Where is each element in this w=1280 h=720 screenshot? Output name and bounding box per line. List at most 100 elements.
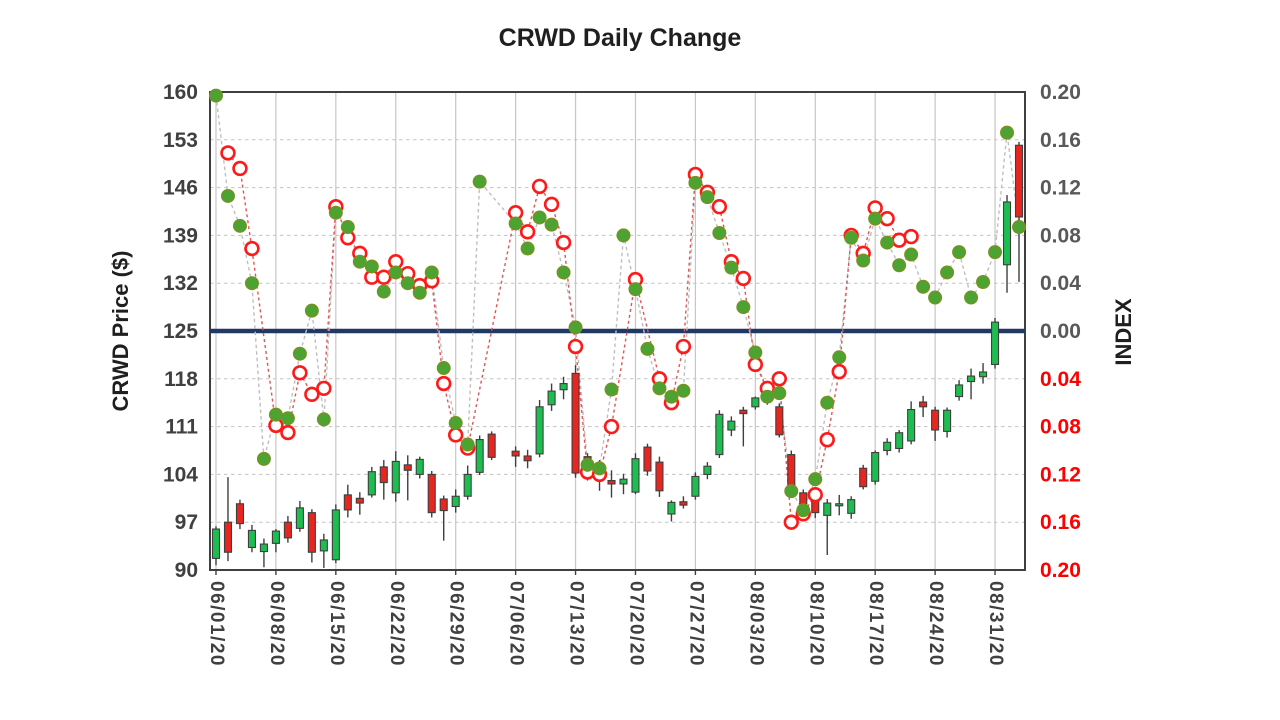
date-label: 08/10/20 [805,581,826,667]
green-index-dot [208,88,223,103]
green-index-dot [508,216,523,231]
green-index-dot [760,389,775,404]
green-index-dot [400,276,415,291]
candle-body-up [259,543,268,553]
green-index-dot [268,407,283,422]
green-index-dot [544,217,559,232]
date-label: 07/13/20 [566,581,587,667]
date-label: 06/01/20 [206,581,227,667]
price-tick-label: 146 [163,177,198,200]
green-index-dot [688,175,703,190]
candle-body-down [283,521,292,539]
green-index-dot [940,265,955,280]
green-index-dot [964,290,979,305]
date-label: 06/08/20 [266,581,287,667]
index-tick-labels: 0.20 0.16 0.12 0.08 0.04 0.00 0.04 0.08 0.12 0.16… [1040,81,1081,582]
candle-body-down [487,433,496,458]
red-index-ring [531,178,548,195]
green-index-dot [364,259,379,274]
green-index-dot [568,320,583,335]
green-index-dot [904,247,919,262]
green-index-dot [592,461,607,476]
green-index-dot [412,285,427,300]
green-index-dot [640,341,655,356]
date-label: 08/17/20 [865,581,886,667]
candle-body-up [835,503,844,507]
candle-body-up [943,409,952,432]
red-index-ring [675,338,692,355]
date-label: 07/06/20 [506,581,527,667]
candle-body-up [295,507,304,529]
candle-body-down [679,501,688,506]
index-tick-label: 0.08 [1040,416,1081,439]
green-index-dot [796,503,811,518]
candle-body-up [619,478,628,485]
red-index-ring [220,145,236,161]
green-index-dot [748,345,763,360]
index-tick-label: 0.12 [1040,463,1081,486]
green-index-dot [988,245,1003,260]
index-tick-label: 0.04 [1040,368,1081,391]
red-index-ring [903,228,919,245]
green-index-dot [736,300,751,315]
date-label: 08/31/20 [985,581,1006,667]
green-index-dot [916,279,931,294]
candle-body-down [739,409,748,415]
red-index-ring [771,371,788,387]
red-index-ring [519,224,536,240]
index-tick-label: 0.04 [1040,272,1081,295]
red-index-ring [831,363,847,380]
candle-body-down [235,503,245,525]
candle-body-up [1002,201,1012,266]
green-index-dot [460,437,475,452]
red-index-ring [879,210,895,227]
date-label: 06/22/20 [386,581,407,667]
green-index-dot [808,472,823,487]
red-index-ring [567,338,584,355]
candle-body-down [643,446,652,472]
green-index-dot [304,303,319,318]
green-index-dot [232,218,247,233]
green-index-dot [604,382,619,397]
date-label: 08/03/20 [745,581,766,667]
price-tick-label: 125 [163,320,198,343]
index-tick-label: 0.16 [1040,129,1081,152]
price-tick-labels: 160 153 146 139 132 125 118 111 104 97 90 [163,81,198,582]
candle-body-up [691,475,700,497]
index-tick-label: 0.00 [1040,320,1081,343]
red-index-ring [376,269,392,285]
date-label: 07/27/20 [685,581,706,667]
green-index-dot [628,282,643,297]
red-index-ring [603,418,620,435]
green-index-dot [976,275,991,290]
date-label: 07/20/20 [626,581,647,667]
candle-body-down [355,497,364,504]
green-index-dot [388,265,403,280]
green-index-dot [712,226,727,241]
candle-body-up [247,529,256,549]
candle-body-down [919,401,928,408]
date-label: 06/15/20 [326,581,347,667]
candle-body-up [871,451,880,482]
candle-body-down [523,455,532,462]
green-index-dot [868,211,883,226]
green-index-dot [520,241,535,256]
candle-body-up [979,371,988,378]
green-index-dot [244,276,259,291]
candle-body-up [907,408,916,442]
candle-body-up [415,458,424,475]
red-index-ring [555,234,572,251]
green-index-dot [856,253,871,268]
candle-body-up [331,509,340,561]
index-tick-label: 0.16 [1040,511,1081,534]
candle-body-up [967,375,976,383]
red-index-ring [436,375,452,392]
red-index-ring [783,514,799,530]
green-index-dot [448,416,463,431]
candle-body-down [343,494,352,511]
candle-body-up [535,406,544,455]
date-label: 08/24/20 [925,581,946,667]
candle-body-up [667,501,676,515]
red-index-ring [747,356,764,373]
green-index-dot [700,190,715,205]
